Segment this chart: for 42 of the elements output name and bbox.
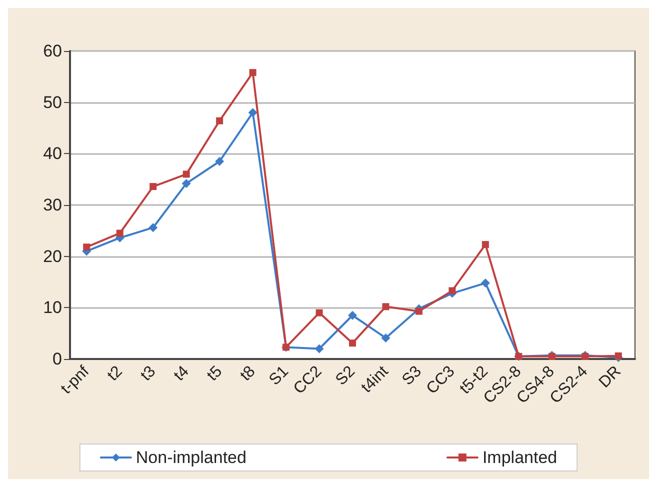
x-tick-label: DR <box>596 362 624 392</box>
point <box>182 170 190 178</box>
legend-label: Non-implanted <box>136 448 246 467</box>
y-tick-label: 0 <box>52 350 62 368</box>
point <box>480 278 490 288</box>
x-tick-label: S2 <box>332 362 359 389</box>
point <box>182 178 191 188</box>
x-tick-label: CC3 <box>424 362 458 398</box>
y-tick-label: 40 <box>43 144 62 164</box>
point <box>382 303 390 310</box>
point <box>216 117 224 124</box>
point <box>249 69 256 76</box>
x-tick-label: t8 <box>237 362 259 384</box>
point <box>83 244 90 251</box>
y-tick-label: 20 <box>43 246 62 266</box>
y-tick-label: 10 <box>43 298 62 318</box>
point <box>482 241 489 248</box>
point <box>314 344 324 354</box>
x-tick-label: S1 <box>266 362 292 389</box>
point <box>150 183 157 190</box>
x-tick-label: S3 <box>399 362 426 389</box>
point <box>248 108 258 118</box>
y-tick-label: 30 <box>43 196 62 214</box>
x-tick-label: t2 <box>104 362 126 384</box>
point <box>148 223 158 232</box>
point <box>381 333 390 342</box>
x-tick-label: t4int <box>358 362 392 396</box>
point <box>448 287 456 294</box>
x-tick-label: t4 <box>170 362 192 384</box>
point <box>116 230 124 237</box>
x-tick-label: t3 <box>138 362 160 384</box>
y-tick-label: 50 <box>43 92 62 112</box>
point <box>349 340 356 347</box>
point <box>215 156 224 166</box>
legend-label: Implanted <box>482 448 558 467</box>
point <box>614 352 622 360</box>
y-tick-label: 60 <box>43 42 62 60</box>
x-tick-label: CC2 <box>290 362 326 398</box>
x-tick-label: t5 <box>204 362 226 384</box>
point <box>415 308 422 315</box>
point <box>316 309 323 316</box>
point <box>348 310 357 320</box>
